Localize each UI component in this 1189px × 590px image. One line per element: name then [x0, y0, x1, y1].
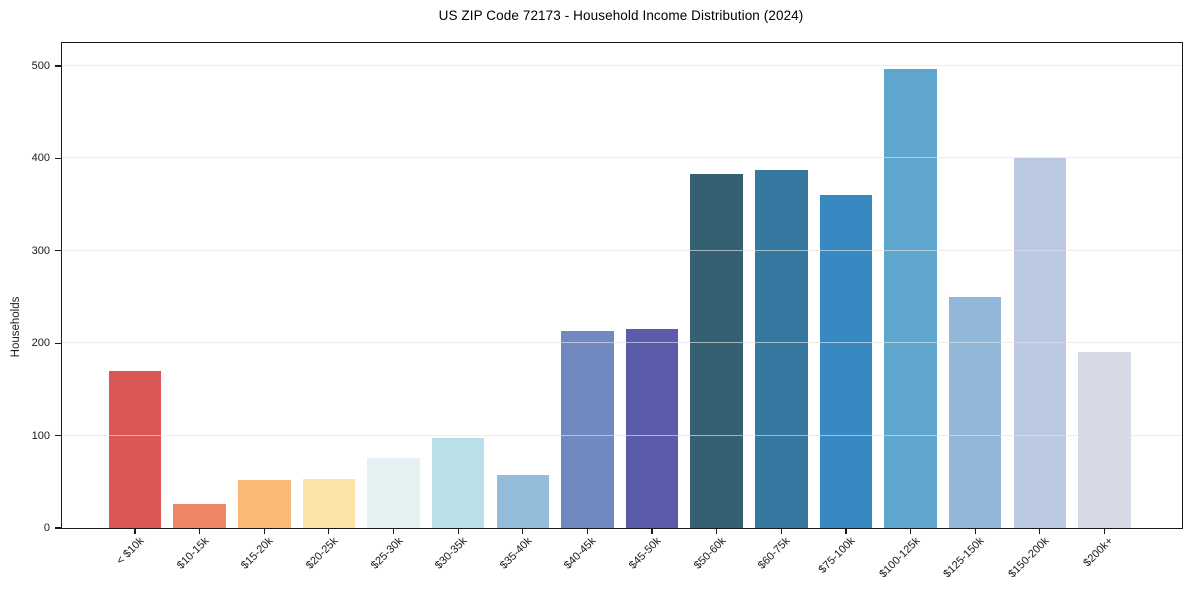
- y-tick-label: 500: [31, 60, 50, 72]
- x-tick: [328, 528, 330, 534]
- bar: [108, 370, 162, 528]
- y-tick-label: 100: [31, 429, 50, 442]
- y-tick-label: 200: [31, 337, 50, 350]
- x-tick: [134, 528, 136, 534]
- x-tick: [716, 528, 718, 534]
- bar: [948, 297, 1002, 528]
- x-tick: [1039, 528, 1041, 534]
- x-tick: [780, 528, 782, 534]
- bar: [431, 438, 485, 528]
- gridline: [62, 65, 1182, 66]
- x-tick-label: < $10k: [114, 535, 147, 568]
- x-tick: [457, 528, 459, 534]
- gridline: [62, 157, 1182, 159]
- y-tick: [55, 435, 61, 437]
- bar: [625, 329, 679, 528]
- x-tick: [586, 528, 588, 534]
- x-tick: [392, 528, 395, 534]
- x-tick: [199, 528, 201, 534]
- bar: [819, 195, 873, 528]
- bar: [173, 503, 226, 528]
- x-tick: [522, 528, 524, 534]
- bar: [496, 475, 550, 528]
- y-tick: [55, 342, 61, 344]
- bar: [1013, 158, 1067, 528]
- y-tick-label: 400: [31, 152, 50, 165]
- x-tick: [974, 528, 976, 534]
- y-tick: [55, 527, 61, 529]
- bar: [690, 174, 743, 528]
- bar: [302, 479, 356, 528]
- bar: [561, 331, 614, 528]
- x-tick: [1103, 528, 1106, 534]
- chart-title: US ZIP Code 72173 - Household Income Dis…: [438, 8, 804, 23]
- bar: [367, 457, 420, 528]
- gridline: [62, 249, 1182, 251]
- y-tick: [55, 65, 61, 67]
- bar: [755, 170, 808, 528]
- bar: [1078, 352, 1131, 528]
- bar: [238, 479, 291, 528]
- y-tick: [55, 157, 61, 159]
- y-tick-label: 300: [31, 244, 50, 257]
- gridline: [62, 342, 1182, 344]
- x-tick: [909, 528, 912, 534]
- plot-area: Households 0 100 200 300 400 500 < $10k $10-15k…: [10, 42, 1183, 580]
- bar: [884, 68, 937, 528]
- y-tick-label: 0: [43, 522, 50, 534]
- y-tick: [55, 250, 61, 252]
- x-tick: [263, 528, 265, 534]
- x-tick: [845, 528, 847, 534]
- gridline: [62, 434, 1182, 436]
- x-tick: [651, 528, 653, 534]
